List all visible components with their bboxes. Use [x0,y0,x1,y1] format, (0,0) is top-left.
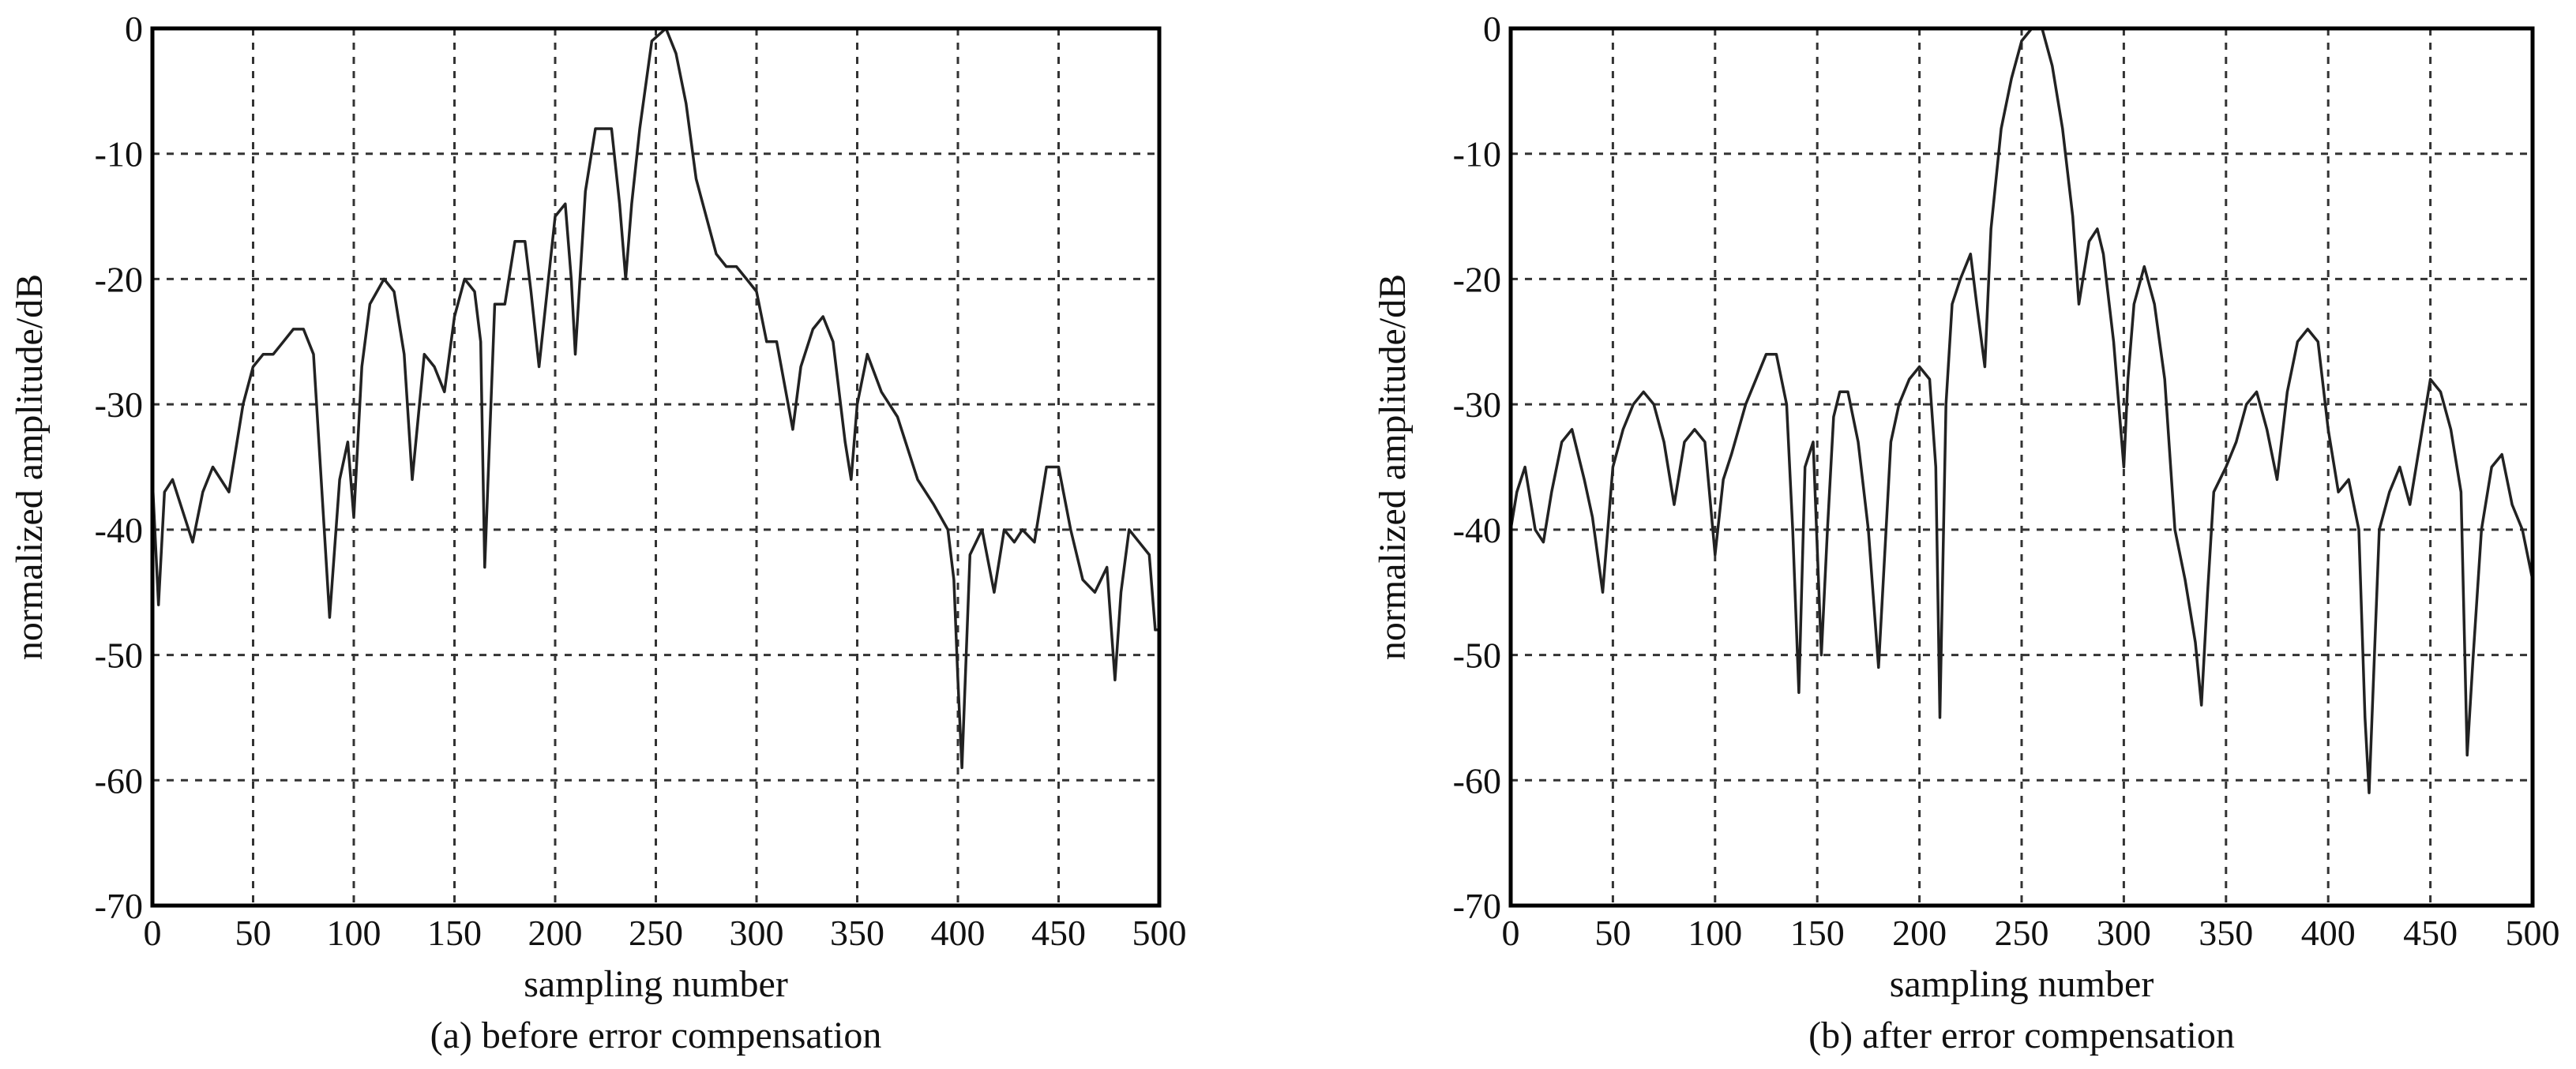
panel-caption: (b) after error compensation [1808,1015,2235,1056]
x-tick-label: 100 [327,913,381,953]
y-tick-label: -50 [95,636,143,676]
x-tick-label: 150 [1790,913,1845,953]
x-axis-label: sampling number [1890,963,2154,1005]
series-line [1509,27,2534,794]
tick-labels: 0 50 100 150 200 250 300 350 400 450 500 0 -10 -20 -30… [1453,9,2560,953]
grid-lines [1511,28,2533,906]
plot-frame [1508,26,2535,908]
y-tick-label: -40 [1453,510,1501,550]
x-tick-label: 200 [1892,913,1947,953]
tick-labels: 0 50 100 150 200 250 300 350 400 450 500 0 -10 -20 -30… [95,9,1187,953]
plot-frame [150,26,1162,908]
y-tick-label: -60 [95,760,143,801]
y-tick-label: -60 [1453,760,1501,801]
x-tick-label: 250 [1995,913,2049,953]
x-tick-label: 500 [2506,913,2560,953]
x-tick-label: 0 [144,913,162,953]
chart-panel-before: 0 50 100 150 200 250 300 350 400 450 500 0 -10 -20 -30… [9,9,1186,1056]
y-tick-label: -20 [95,259,143,299]
grid-lines [152,28,1159,906]
y-tick-label: -50 [1453,636,1501,676]
x-tick-label: 100 [1688,913,1742,953]
x-tick-label: 400 [2301,913,2356,953]
series-group [151,27,1159,770]
y-tick-label: -10 [1453,134,1501,174]
x-tick-label: 50 [1594,913,1631,953]
y-axis-label: normalized amplitude/dB [9,274,51,660]
x-tick-label: 200 [528,913,583,953]
x-tick-label: 300 [2097,913,2151,953]
y-tick-label: -30 [95,384,143,425]
y-tick-label: -40 [95,510,143,550]
y-tick-label: -20 [1453,259,1501,299]
x-tick-label: 450 [1031,913,1086,953]
x-tick-label: 0 [1502,913,1520,953]
y-tick-label: -70 [95,886,143,926]
chart-panel-after: 0 50 100 150 200 250 300 350 400 450 500 0 -10 -20 -30… [1372,9,2559,1056]
panel-caption: (a) before error compensation [430,1015,882,1056]
y-tick-label: -10 [95,134,143,174]
y-tick-label: -70 [1453,886,1501,926]
x-tick-label: 150 [427,913,482,953]
x-tick-label: 350 [830,913,884,953]
y-tick-label: 0 [1483,9,1501,49]
y-tick-label: 0 [125,9,143,49]
x-tick-label: 400 [931,913,986,953]
y-axis-label: normalized amplitude/dB [1372,274,1414,660]
series-line [151,27,1159,770]
x-axis-label: sampling number [524,963,788,1005]
x-tick-label: 300 [730,913,784,953]
x-tick-label: 350 [2199,913,2253,953]
x-tick-label: 50 [235,913,272,953]
x-tick-label: 450 [2403,913,2458,953]
x-tick-label: 500 [1132,913,1187,953]
series-group [1509,27,2534,794]
y-tick-label: -30 [1453,384,1501,425]
x-tick-label: 250 [629,913,683,953]
